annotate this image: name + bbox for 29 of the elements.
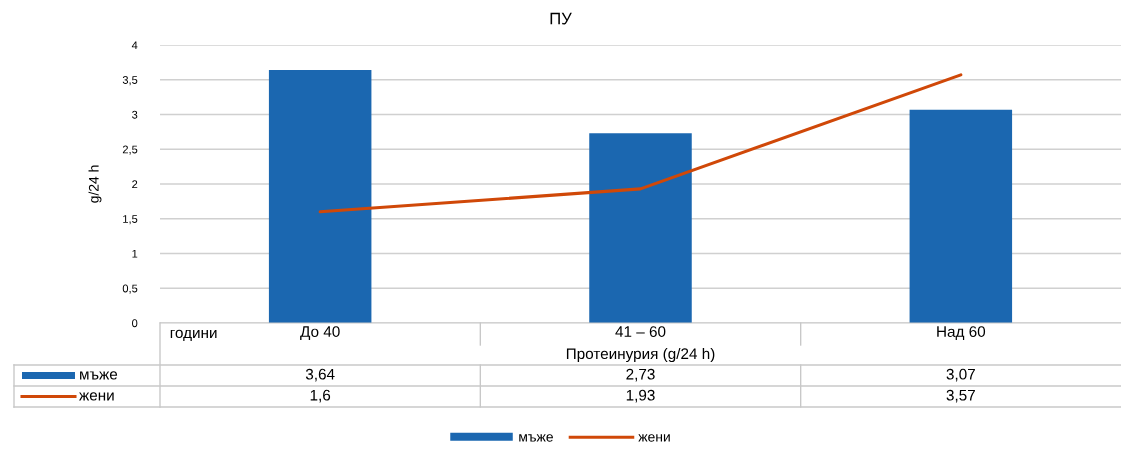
text: жени (79, 392, 114, 401)
bar (268, 70, 372, 323)
data-label: 1,93 (626, 389, 655, 403)
data-label: 1,6 (310, 389, 331, 403)
legend-label: жени (638, 434, 670, 442)
y-tick-label: 3 (132, 110, 138, 119)
bar (909, 109, 1013, 323)
y-tick-label: 4 (131, 41, 138, 50)
x-tick-label: 41 – 60 (615, 326, 666, 337)
x-axis-title: Протеинурия (g/24 h) (566, 347, 715, 363)
y-axis-title: g/24 h (88, 165, 102, 203)
y-tick-label: 0 (132, 319, 138, 328)
y-tick-label: 3,5 (122, 76, 138, 86)
y-tick-label: 2,5 (122, 145, 138, 155)
y-tick-label: 2 (132, 180, 138, 189)
data-label: 3,57 (946, 389, 975, 403)
data-label: 3,07 (946, 368, 975, 382)
y-tick-label: 1 (132, 249, 138, 258)
chart-title: ПУ (550, 12, 572, 25)
x-tick-label: До 40 (300, 326, 340, 340)
text: години (170, 329, 217, 341)
text: мъже (80, 371, 118, 380)
y-tick-label: 1,5 (123, 215, 138, 225)
data-label: 3,64 (305, 368, 335, 382)
bar (589, 133, 692, 323)
x-tick-label: Над 60 (937, 326, 986, 340)
y-tick-label: 0,5 (122, 284, 138, 294)
legend-label: мъже (519, 434, 553, 442)
data-label: 2,73 (626, 368, 655, 382)
